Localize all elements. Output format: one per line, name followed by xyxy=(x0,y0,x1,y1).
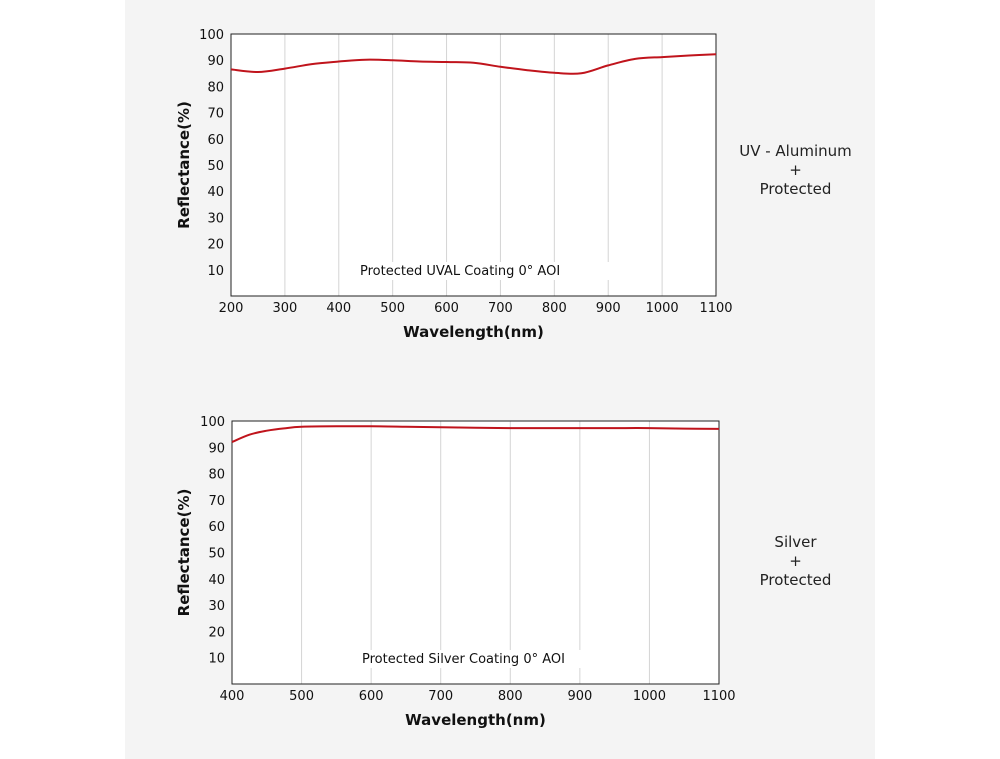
plot-frame xyxy=(230,33,717,297)
x-tick-label: 700 xyxy=(488,301,513,316)
x-tick-label: 1100 xyxy=(702,689,735,704)
y-tick-label: 50 xyxy=(208,547,225,562)
silver-side-label: Silver + Protected xyxy=(718,533,873,590)
plot-area xyxy=(231,34,716,296)
y-tick-label: 60 xyxy=(207,133,224,148)
y-tick-label: 20 xyxy=(207,238,224,253)
y-tick-label: 100 xyxy=(200,415,225,430)
x-tick-label: 1000 xyxy=(633,689,666,704)
reflectance-line xyxy=(230,53,717,75)
x-tick-label: 900 xyxy=(567,689,592,704)
x-tick-label: 1000 xyxy=(646,301,679,316)
y-axis-label: Reflectance(%) xyxy=(175,101,193,229)
x-tick-label: 800 xyxy=(542,301,567,316)
silver-reflectance-chart: Protected Silver Coating 0° AOI 10 20 30 40 5… xyxy=(175,415,736,729)
x-tick-label: 300 xyxy=(272,301,297,316)
x-tick-label: 1100 xyxy=(699,301,732,316)
plot-area xyxy=(232,421,719,684)
y-tick-label: 70 xyxy=(207,107,224,122)
side-label-line: UV - Aluminum xyxy=(739,142,852,160)
y-tick-label: 60 xyxy=(208,520,225,535)
x-tick-label: 500 xyxy=(380,301,405,316)
x-tick-label: 900 xyxy=(596,301,621,316)
x-tick-label: 800 xyxy=(498,689,523,704)
y-tick-label: 70 xyxy=(208,494,225,509)
y-axis-label: Reflectance(%) xyxy=(175,489,193,617)
side-label-line: Silver xyxy=(774,533,817,551)
side-label-line: Protected xyxy=(759,571,832,589)
x-tick-label: 700 xyxy=(428,689,453,704)
x-tick-label: 400 xyxy=(220,689,245,704)
annotation-background xyxy=(358,650,608,668)
y-tick-label: 10 xyxy=(208,652,225,667)
uval-reflectance-chart: Protected UVAL Coating 0° AOI 10 20 30 40 50 6… xyxy=(175,28,733,341)
annotation-background xyxy=(356,262,611,280)
side-label-line: Protected xyxy=(759,180,832,198)
y-tick-label: 40 xyxy=(207,185,224,200)
x-axis-label: Wavelength(nm) xyxy=(403,323,544,341)
y-tick-label: 50 xyxy=(207,159,224,174)
side-label-line: + xyxy=(789,161,802,179)
y-tick-label: 90 xyxy=(207,54,224,69)
chart-annotation: Protected Silver Coating 0° AOI xyxy=(362,652,565,667)
y-tick-label: 30 xyxy=(208,599,225,614)
side-label-line: + xyxy=(789,552,802,570)
y-tick-label: 100 xyxy=(199,28,224,43)
x-tick-label: 600 xyxy=(359,689,384,704)
x-tick-label: 500 xyxy=(289,689,314,704)
x-tick-label: 400 xyxy=(326,301,351,316)
y-tick-label: 80 xyxy=(208,468,225,483)
y-tick-label: 90 xyxy=(208,441,225,456)
y-tick-label: 20 xyxy=(208,625,225,640)
plot-frame xyxy=(231,420,720,685)
reflectance-line xyxy=(231,425,720,443)
y-tick-label: 30 xyxy=(207,211,224,226)
chart-annotation: Protected UVAL Coating 0° AOI xyxy=(360,264,560,279)
y-tick-label: 10 xyxy=(207,264,224,279)
y-tick-label: 80 xyxy=(207,80,224,95)
x-axis-label: Wavelength(nm) xyxy=(405,711,546,729)
y-tick-label: 40 xyxy=(208,573,225,588)
uv-aluminum-side-label: UV - Aluminum + Protected xyxy=(718,142,873,199)
x-tick-label: 200 xyxy=(219,301,244,316)
x-tick-label: 600 xyxy=(434,301,459,316)
